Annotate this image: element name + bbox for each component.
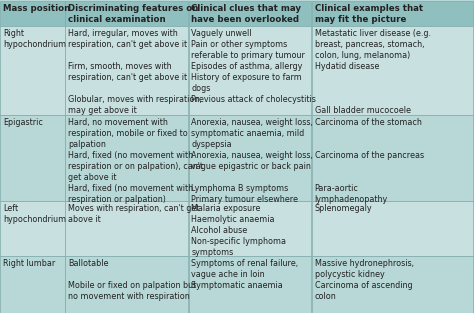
Text: Massive hydronephrosis,
polycystic kidney
Carcinoma of ascending
colon: Massive hydronephrosis, polycystic kidne… (315, 259, 414, 301)
Bar (65, 1, 188, 26)
Bar (312, 26, 473, 115)
Text: Anorexia, nausea, weight loss,
symptomatic anaemia, mild
dyspepsia
Anorexia, nau: Anorexia, nausea, weight loss, symptomat… (191, 118, 313, 204)
Bar (65, 26, 188, 115)
Bar (189, 26, 311, 115)
Bar (0, 256, 65, 313)
Bar (189, 1, 311, 26)
Text: Vaguely unwell
Pain or other symptoms
referable to primary tumour
Episodes of as: Vaguely unwell Pain or other symptoms re… (191, 29, 316, 104)
Text: Epigastric: Epigastric (3, 118, 43, 127)
Text: Hard, irregular, moves with
respiration, can't get above it

Firm, smooth, moves: Hard, irregular, moves with respiration,… (68, 29, 202, 115)
Bar (65, 115, 188, 201)
Bar (0, 201, 65, 256)
Text: Carcinoma of the stomach


Carcinoma of the pancreas


Para-aortic
lymphadenopat: Carcinoma of the stomach Carcinoma of th… (315, 118, 424, 204)
Bar (312, 201, 473, 256)
Bar (312, 1, 473, 26)
Bar (189, 201, 311, 256)
Text: Clinical examples that
may fit the picture: Clinical examples that may fit the pictu… (315, 4, 423, 23)
Bar (65, 201, 188, 256)
Text: Symptoms of renal failure,
vague ache in loin
Symptomatic anaemia: Symptoms of renal failure, vague ache in… (191, 259, 299, 290)
Bar (0, 26, 65, 115)
Bar (312, 115, 473, 201)
Text: Ballotable

Mobile or fixed on palpation but
no movement with respiration: Ballotable Mobile or fixed on palpation … (68, 259, 197, 301)
Bar (189, 256, 311, 313)
Text: Malaria exposure
Haemolytic anaemia
Alcohol abuse
Non-specific lymphoma
symptoms: Malaria exposure Haemolytic anaemia Alco… (191, 204, 286, 257)
Text: Hard, no movement with
respiration, mobile or fixed to
palpation
Hard, fixed (no: Hard, no movement with respiration, mobi… (68, 118, 203, 204)
Bar (189, 115, 311, 201)
Text: Right lumbar: Right lumbar (3, 259, 55, 268)
Text: Left
hypochondrium: Left hypochondrium (3, 204, 66, 224)
Text: Discriminating features on
clinical examination: Discriminating features on clinical exam… (68, 4, 199, 23)
Text: Moves with respiration, can't get
above it: Moves with respiration, can't get above … (68, 204, 200, 224)
Bar (0, 1, 65, 26)
Text: Metastatic liver disease (e.g.
breast, pancreas, stomach,
colon, lung, melanoma): Metastatic liver disease (e.g. breast, p… (315, 29, 431, 115)
Text: Clinical clues that may
have been overlooked: Clinical clues that may have been overlo… (191, 4, 301, 23)
Text: Mass position: Mass position (3, 4, 71, 13)
Bar (65, 256, 188, 313)
Text: Splenomegaly: Splenomegaly (315, 204, 373, 213)
Text: Right
hypochondrium: Right hypochondrium (3, 29, 66, 49)
Bar (312, 256, 473, 313)
Bar (0, 115, 65, 201)
